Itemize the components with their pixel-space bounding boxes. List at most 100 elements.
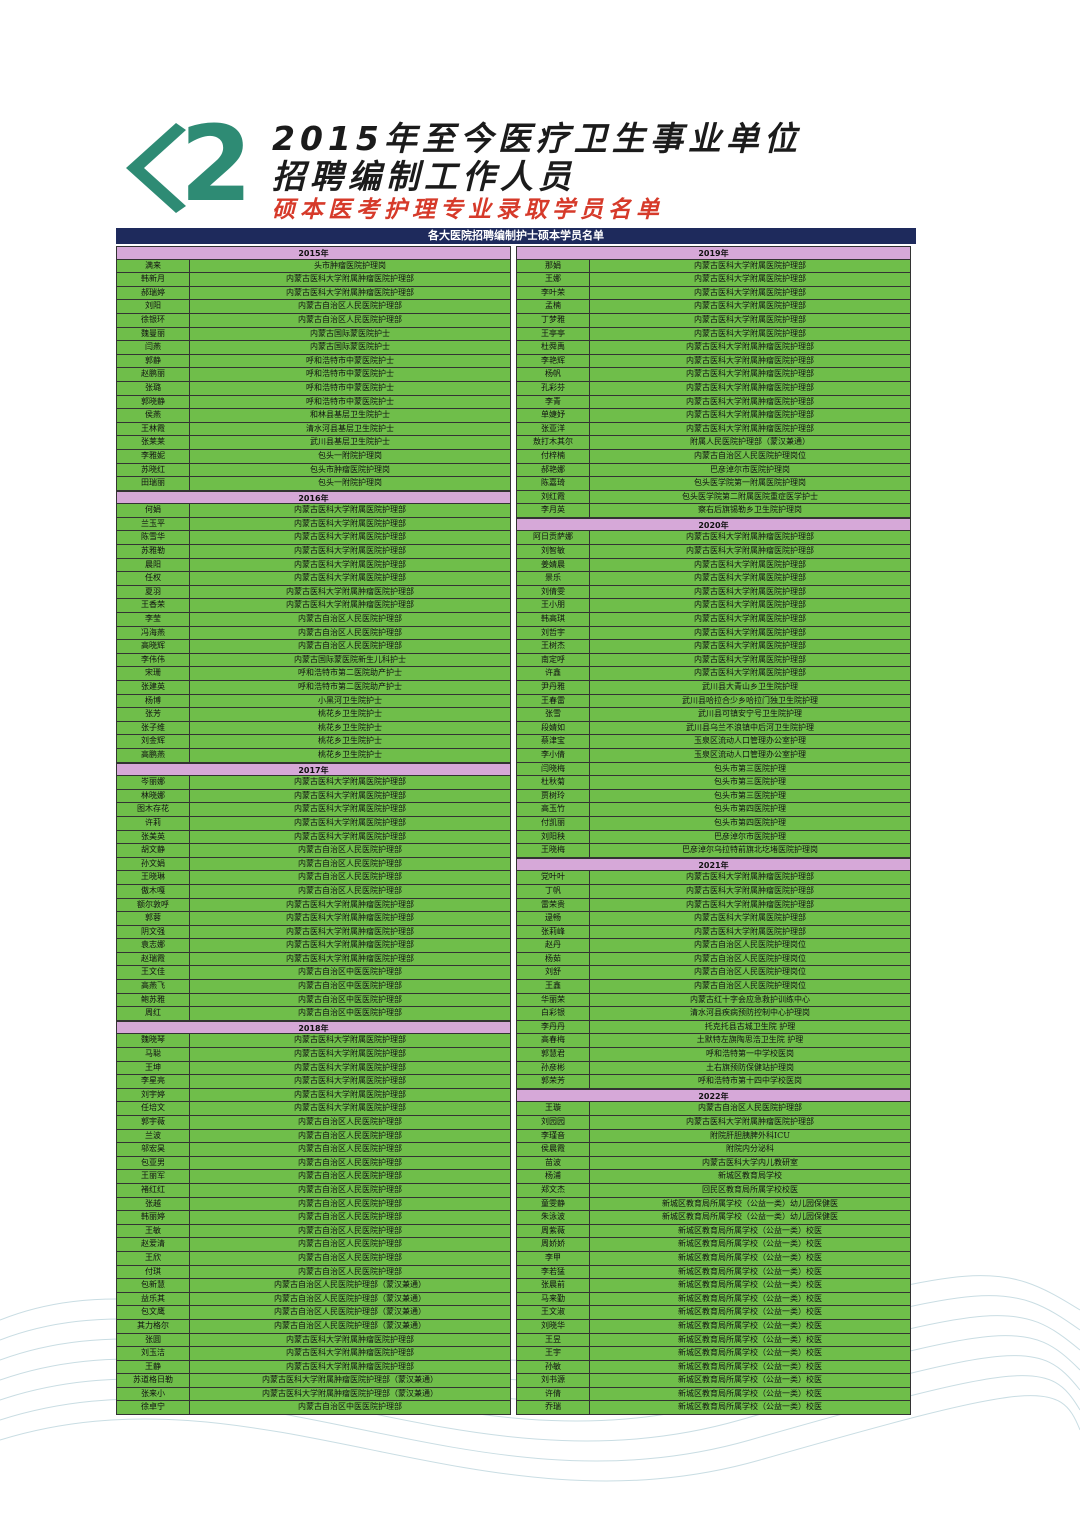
table-row: 党叶叶 内蒙古医科大学附属肿瘤医院护理部 (516, 871, 911, 885)
employer-unit: 桃花乡卫生院护士 (190, 708, 511, 722)
year-header: 2019年 (516, 246, 911, 260)
table-row: 苗波 内蒙古医科大学内儿教研室 (516, 1156, 911, 1171)
table-row: 张芳 桃花乡卫生院护士 (116, 708, 511, 722)
table-row: 马聪 内蒙古医科大学附属医院护理部 (116, 1048, 511, 1062)
table-row: 包亚男 内蒙古自治区人民医院护理部 (116, 1156, 511, 1171)
student-name: 李莹 (116, 613, 190, 627)
student-name: 徐卓宁 (116, 1401, 190, 1416)
student-name: 侯燕 (116, 409, 190, 423)
employer-unit: 包头市第四医院护理 (590, 803, 911, 817)
chevron-left-icon (126, 123, 186, 213)
table-row: 刘阳秧 巴彦淖尔市医院护理 (516, 830, 911, 845)
employer-unit: 新城区教育局所属学校（公益一类）校医 (590, 1224, 911, 1239)
employer-unit: 内蒙古自治区人民医院护理部 (190, 857, 511, 872)
table-row: 周娇娇 新城区教育局所属学校（公益一类）校医 (516, 1238, 911, 1252)
student-name: 白彩银 (516, 1007, 590, 1021)
employer-unit: 包头市第三医院护理 (590, 762, 911, 777)
table-row: 王林霞 清水河县基层卫生院护士 (116, 422, 511, 437)
student-name: 夏羽 (116, 585, 190, 600)
employer-unit: 内蒙古自治区人民医院护理部（蒙汉兼通） (190, 1306, 511, 1320)
employer-unit: 内蒙古医科大学附属肿瘤医院护理部 (590, 898, 911, 913)
student-name: 孟楠 (516, 300, 590, 314)
table-row: 付梓楠 内蒙古自治区人民医院护理岗位 (516, 449, 911, 464)
employer-unit: 呼和浩特市中蒙医院护士 (190, 395, 511, 410)
table-row: 刘红霞 包头医学院第二附属医院重症医学护士 (516, 490, 911, 505)
student-name: 王文佳 (116, 966, 190, 981)
table-row: 徐银环 内蒙古自治区人民医院护理部 (116, 313, 511, 328)
student-name: 王欣 (116, 1251, 190, 1266)
table-row: 朱泳波 新城区教育局所属学校（公益一类）幼儿园保健医 (516, 1211, 911, 1225)
employer-unit: 内蒙古医科大学附属医院护理部 (590, 585, 911, 600)
employer-unit: 新城区教育局所属学校（公益一类）校医 (590, 1374, 911, 1388)
student-name: 华丽荣 (516, 993, 590, 1008)
employer-unit: 呼和浩特市第二医院助产护士 (190, 667, 511, 681)
employer-unit: 内蒙古自治区人民医院护理部 (190, 1197, 511, 1212)
table-row: 许倩 新城区教育局所属学校（公益一类）校医 (516, 1387, 911, 1402)
student-name: 刘晓华 (516, 1319, 590, 1334)
student-name: 李瑾音 (516, 1129, 590, 1144)
student-name: 童雯静 (516, 1197, 590, 1212)
employer-unit: 内蒙古自治区中医医院护理部 (190, 1401, 511, 1416)
year-header: 2017年 (116, 762, 511, 777)
employer-unit: 内蒙古医科大学附属医院护理部 (190, 1102, 511, 1116)
student-name: 郭晓静 (116, 395, 190, 410)
student-name: 王文淑 (516, 1306, 590, 1320)
table-row: 王丽军 内蒙古自治区人民医院护理部 (116, 1170, 511, 1184)
table-row: 单婕妤 内蒙古医科大学附属肿瘤医院护理部 (516, 409, 911, 423)
employer-unit: 内蒙古国际蒙医院护士 (190, 341, 511, 355)
student-name: 王敏 (116, 1224, 190, 1239)
table-row: 张来小 内蒙古医科大学附属肿瘤医院护理部（蒙汉兼通） (116, 1387, 511, 1402)
employer-unit: 内蒙古自治区人民医院护理部（蒙汉兼通） (190, 1279, 511, 1293)
employer-unit: 内蒙古医科大学附属医院护理部 (590, 286, 911, 301)
student-name: 郭静 (116, 354, 190, 369)
employer-unit: 内蒙古自治区人民医院护理部 (190, 626, 511, 641)
employer-unit: 内蒙古医科大学附属肿瘤医院护理部 (590, 545, 911, 559)
table-row: 侯燕 和林县基层卫生院护士 (116, 409, 511, 423)
student-name: 高春梅 (516, 1034, 590, 1049)
student-name: 宋珊 (116, 667, 190, 681)
table-row: 孙文娟 内蒙古自治区人民医院护理部 (116, 857, 511, 872)
employer-unit: 内蒙古自治区人民医院护理部 (190, 1211, 511, 1225)
employer-unit: 桃花乡卫生院护士 (190, 735, 511, 749)
employer-unit: 武川县可镇安宁号卫生院护理 (590, 708, 911, 722)
employer-unit: 内蒙古医科大学附属医院护理部 (190, 816, 511, 831)
table-row: 孟楠 内蒙古医科大学附属医院护理部 (516, 300, 911, 314)
student-name: 刘宇婷 (116, 1088, 190, 1103)
table-row: 杨浦 新城区教育局学校 (516, 1170, 911, 1184)
employer-unit: 包头市第四医院护理 (590, 816, 911, 831)
student-name: 张亚洋 (516, 422, 590, 437)
table-row: 白彩银 清水河县疾病预防控制中心护理岗 (516, 1007, 911, 1021)
right-column: 2019年 那娟 内蒙古医科大学附属医院护理部 王娜 内蒙古医科大学附属医院护理部 李叶荣… (516, 246, 911, 1416)
student-name: 岑丽娜 (116, 776, 190, 790)
student-name: 丁梦雅 (516, 313, 590, 328)
table-row: 高玉竹 包头市第四医院护理 (516, 803, 911, 817)
employer-unit: 内蒙古医科大学附属医院护理部 (590, 653, 911, 668)
table-row: 杨帆 内蒙古医科大学附属肿瘤医院护理部 (516, 368, 911, 382)
student-name: 韩丽婷 (116, 1211, 190, 1225)
left-column: 2015年 满来 头市肿瘤医院护理岗 韩新月 内蒙古医科大学附属肿瘤医院护理部 郝瑞婷 内蒙… (116, 246, 511, 1416)
table-row: 张璐 呼和浩特市中蒙医院护士 (116, 381, 511, 396)
page-title-line2: 招聘编制工作人员 (272, 157, 576, 196)
table-row: 张晨前 新城区教育局所属学校（公益一类）校医 (516, 1279, 911, 1293)
employer-unit: 巴彦淖尔乌拉特前旗北圪堵医院护理岗 (590, 844, 911, 858)
table-row: 高鹏燕 桃花乡卫生院护士 (116, 748, 511, 763)
employer-unit: 巴彦淖尔市医院护理岗 (590, 463, 911, 478)
employer-unit: 内蒙古医科大学附属肿瘤医院护理部 (590, 354, 911, 369)
table-row: 兰波 内蒙古自治区人民医院护理部 (116, 1129, 511, 1144)
student-name: 张芳 (116, 708, 190, 722)
table-row: 张美英 内蒙古医科大学附属医院护理部 (116, 830, 511, 845)
table-row: 高燕飞 内蒙古自治区中医医院护理部 (116, 980, 511, 994)
employer-unit: 内蒙古医科大学附属肿瘤医院护理部 (190, 599, 511, 614)
employer-unit: 内蒙古医科大学附属医院护理部 (590, 327, 911, 342)
employer-unit: 桃花乡卫生院护士 (190, 748, 511, 763)
student-name: 尹丹雅 (516, 681, 590, 695)
table-title-text: 各大医院招聘编制护士硕本学员名单 (428, 229, 604, 242)
table-row: 魏曼丽 内蒙古国际蒙医院护士 (116, 327, 511, 342)
table-row: 益乐其 内蒙古自治区人民医院护理部（蒙汉兼通） (116, 1292, 511, 1307)
table-row: 王昱 新城区教育局所属学校（公益一类）校医 (516, 1333, 911, 1348)
student-name: 傲木嘎 (116, 884, 190, 899)
employer-unit: 内蒙古医科大学附属医院护理部 (190, 545, 511, 559)
table-row: 李小倩 玉泉区流动人口管理办公室护理 (516, 748, 911, 763)
table-row: 刘宇婷 内蒙古医科大学附属医院护理部 (116, 1088, 511, 1103)
employer-unit: 内蒙古医科大学附属医院护理部 (190, 531, 511, 546)
